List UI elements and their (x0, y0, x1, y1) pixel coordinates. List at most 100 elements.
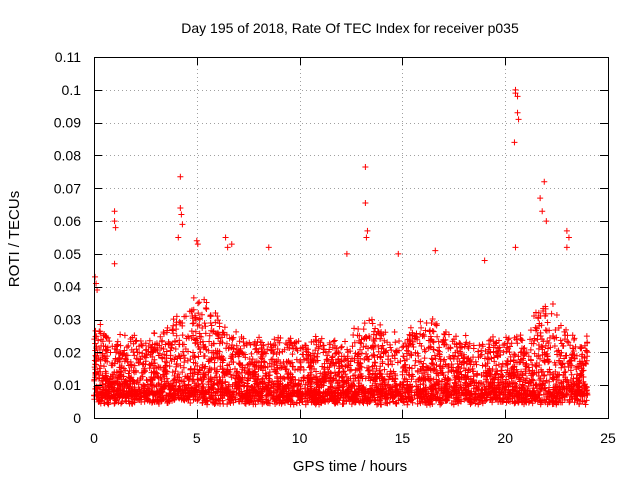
data-point (356, 399, 363, 406)
data-point (202, 304, 209, 311)
data-point (408, 376, 415, 383)
data-point (377, 371, 384, 378)
data-point (190, 332, 197, 339)
data-point (371, 362, 378, 369)
data-point (313, 384, 320, 391)
data-point (277, 398, 284, 405)
data-point (537, 195, 544, 202)
data-point (392, 348, 399, 355)
data-point (304, 390, 311, 397)
data-point (493, 390, 500, 397)
data-point (377, 354, 384, 361)
data-point (491, 358, 498, 365)
data-point (115, 355, 122, 362)
data-point (111, 360, 118, 367)
data-point (161, 330, 168, 337)
data-point (578, 344, 585, 351)
data-point (363, 335, 370, 342)
data-points (91, 86, 591, 408)
data-point (482, 348, 489, 355)
data-point (299, 398, 306, 405)
data-point (539, 344, 546, 351)
data-point (236, 350, 243, 357)
data-point (359, 384, 366, 391)
data-point (555, 324, 562, 331)
data-point (230, 346, 237, 353)
data-point (275, 378, 282, 385)
data-point (534, 332, 541, 339)
data-point (306, 364, 313, 371)
data-point (479, 400, 486, 407)
data-point (255, 398, 262, 405)
data-point (201, 365, 208, 372)
data-point (544, 319, 551, 326)
data-point (248, 350, 255, 357)
data-point (315, 395, 322, 402)
data-point (404, 378, 411, 385)
data-point (164, 324, 171, 331)
data-point (527, 336, 534, 343)
data-point (475, 348, 482, 355)
data-point (493, 396, 500, 403)
data-point (403, 356, 410, 363)
data-point (546, 371, 553, 378)
data-point (220, 357, 227, 364)
data-point (256, 334, 263, 341)
data-point (503, 376, 510, 383)
data-point (546, 384, 553, 391)
data-point (167, 347, 174, 354)
data-point (139, 361, 146, 368)
data-point (163, 368, 170, 375)
x-tick-label: 20 (497, 430, 513, 446)
data-point (511, 139, 518, 146)
data-point (157, 333, 164, 340)
data-point (441, 340, 448, 347)
data-point (444, 388, 451, 395)
data-point (539, 336, 546, 343)
data-point (478, 386, 485, 393)
data-point (182, 313, 189, 320)
data-point (259, 381, 266, 388)
data-point (535, 352, 542, 359)
data-point (458, 343, 465, 350)
data-point (297, 385, 304, 392)
data-point (536, 376, 543, 383)
data-point (276, 349, 283, 356)
data-point (577, 370, 584, 377)
data-point (321, 360, 328, 367)
data-point (235, 353, 242, 360)
data-point (108, 381, 115, 388)
data-point (372, 359, 379, 366)
data-point (277, 360, 284, 367)
data-point (349, 343, 356, 350)
data-point (180, 352, 187, 359)
data-point (173, 361, 180, 368)
data-point (568, 371, 575, 378)
data-point (574, 371, 581, 378)
data-point (393, 382, 400, 389)
data-point (403, 395, 410, 402)
data-point (505, 373, 512, 380)
data-point (187, 400, 194, 407)
data-point (339, 401, 346, 408)
data-point (186, 334, 193, 341)
data-point (523, 360, 530, 367)
data-point (164, 378, 171, 385)
data-point (270, 395, 277, 402)
data-point (137, 377, 144, 384)
data-point (362, 163, 369, 170)
x-tick-label: 10 (292, 430, 308, 446)
data-point (533, 394, 540, 401)
data-point (100, 386, 107, 393)
data-point (350, 392, 357, 399)
data-point (149, 382, 156, 389)
data-point (546, 399, 553, 406)
data-point (371, 359, 378, 366)
data-point (550, 333, 557, 340)
data-point (370, 376, 377, 383)
data-point (297, 363, 304, 370)
data-point (543, 377, 550, 384)
data-point (504, 367, 511, 374)
data-point (205, 381, 212, 388)
data-point (570, 336, 577, 343)
